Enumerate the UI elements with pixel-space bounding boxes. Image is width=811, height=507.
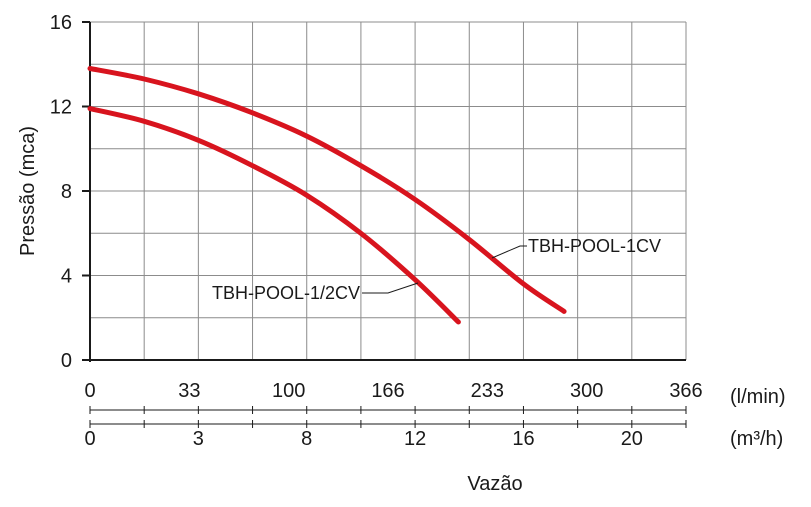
y-tick-label: 4 <box>61 266 72 288</box>
series-line-2 <box>87 106 461 325</box>
x-tick-label-lmin: 300 <box>570 380 603 402</box>
x-tick-label-m3h: 12 <box>404 428 426 450</box>
x-tick-label-lmin: 100 <box>272 380 305 402</box>
x-axis-unit-lmin: (l/min) <box>730 386 786 408</box>
x-tick-label-m3h: 0 <box>84 428 95 450</box>
y-tick-label: 12 <box>50 97 72 119</box>
x-tick-label-lmin: 0 <box>84 380 95 402</box>
x-axis-unit-m3h: (m³/h) <box>730 428 783 450</box>
series-label-leader-1 <box>491 245 527 259</box>
x-tick-label-m3h: 3 <box>193 428 204 450</box>
series-label-1: TBH-POOL-1CV <box>528 236 661 256</box>
x-tick-label-lmin: 366 <box>669 380 702 402</box>
y-axis-title: Pressão (mca) <box>17 126 39 256</box>
y-tick-label: 8 <box>61 181 72 203</box>
x-tick-label-m3h: 8 <box>301 428 312 450</box>
x-tick-label-lmin: 233 <box>471 380 504 402</box>
x-tick-label-lmin: 33 <box>178 380 200 402</box>
x-tick-label-m3h: 16 <box>512 428 534 450</box>
series-line-1 <box>87 66 567 314</box>
series-label-leader-2 <box>362 282 419 294</box>
series-label-2: TBH-POOL-1/2CV <box>212 283 360 303</box>
x-tick-label-m3h: 20 <box>621 428 643 450</box>
x-tick-label-lmin: 166 <box>371 380 404 402</box>
y-tick-label: 16 <box>50 12 72 34</box>
x-axis-title: Vazão <box>467 473 522 495</box>
y-tick-label: 0 <box>61 350 72 372</box>
